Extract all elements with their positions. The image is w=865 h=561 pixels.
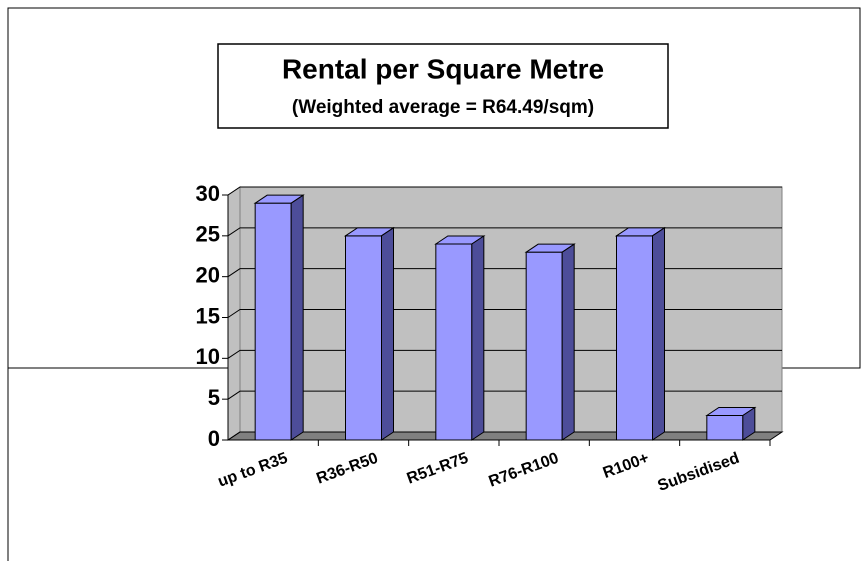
chart-title: Rental per Square Metre [282, 53, 604, 84]
floor [226, 431, 784, 441]
grid-line [227, 309, 782, 318]
x-tick-label: Subsidised [656, 450, 742, 495]
bar [706, 415, 744, 441]
bar-side [742, 406, 756, 441]
x-tick-label: R76-R100 [487, 450, 561, 491]
bar [525, 251, 563, 441]
bar [254, 202, 292, 441]
grid-line [227, 390, 782, 400]
bar [435, 243, 473, 441]
plot-area: 0 5 10 15 20 25 30 up to R35 R36-R50 R51-R75 R76-R… [196, 181, 784, 495]
title-box [217, 43, 669, 129]
grid-line [227, 227, 782, 237]
grid-line [227, 186, 782, 196]
x-tick-label: R51-R75 [405, 450, 471, 488]
y-tick-label: 5 [208, 385, 220, 410]
grid-line [227, 268, 782, 278]
bar-side [290, 194, 304, 441]
bar [616, 235, 653, 441]
y-tick-label: 10 [196, 344, 220, 369]
x-tick-label: R100+ [601, 450, 652, 482]
chart-subtitle: (Weighted average = R64.49/sqm) [292, 97, 594, 118]
y-tick-label: 20 [196, 262, 220, 287]
x-tick-label: R36-R50 [314, 450, 380, 488]
bar-side [381, 226, 394, 441]
bar-side [652, 226, 665, 441]
bar [345, 235, 382, 441]
y-tick-label: 15 [196, 303, 220, 328]
y-tick-label: 25 [196, 222, 220, 247]
y-tick-label: 0 [208, 426, 220, 451]
x-tick-label: up to R35 [216, 450, 290, 491]
y-tick-label: 30 [196, 181, 220, 206]
grid-line [227, 349, 782, 359]
grid-line [227, 431, 782, 441]
bar-side [561, 243, 575, 441]
bar-side [471, 235, 485, 441]
